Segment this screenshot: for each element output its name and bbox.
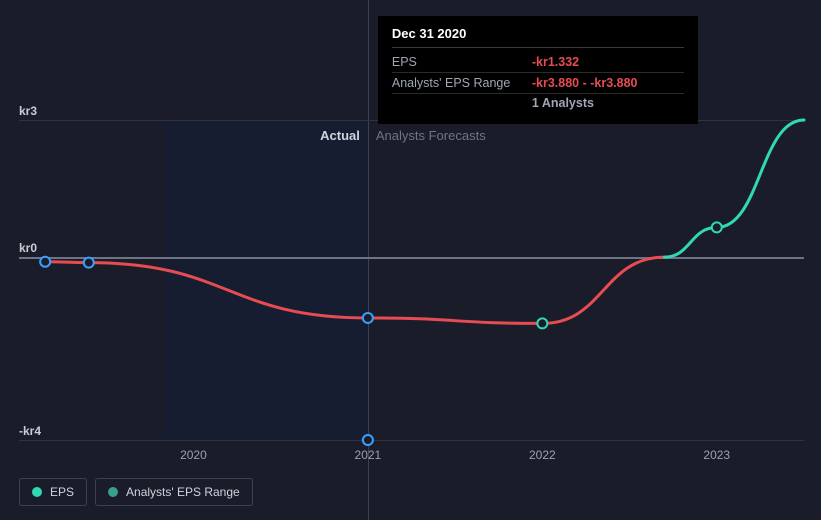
tooltip-val-range: -kr3.880 - -kr3.880 — [532, 76, 638, 90]
legend-item-eps[interactable]: EPS — [19, 478, 87, 506]
legend-label-eps: EPS — [50, 485, 74, 499]
legend-label-range: Analysts' EPS Range — [126, 485, 240, 499]
x-axis-label: 2023 — [703, 440, 730, 462]
eps-chart: kr3kr0-kr4 Actual Analysts Forecasts 202… — [0, 0, 821, 520]
legend-swatch-range — [108, 487, 118, 497]
x-axis-label: 2022 — [529, 440, 556, 462]
tooltip: Dec 31 2020 EPS -kr1.332 Analysts' EPS R… — [378, 16, 698, 124]
tooltip-date: Dec 31 2020 — [392, 26, 684, 48]
tooltip-val-eps: -kr1.332 — [532, 55, 579, 69]
tooltip-analyst-count: 1 Analysts — [392, 94, 684, 110]
tooltip-key-range: Analysts' EPS Range — [392, 76, 532, 90]
legend-swatch-eps — [32, 487, 42, 497]
legend: EPS Analysts' EPS Range — [19, 478, 253, 506]
plot-area: kr3kr0-kr4 Actual Analysts Forecasts 202… — [19, 120, 804, 440]
x-axis-label: 2020 — [180, 440, 207, 462]
x-axis-label: 2021 — [355, 440, 382, 462]
series-svg — [19, 120, 804, 440]
y-axis-label: kr3 — [19, 104, 37, 120]
legend-item-range[interactable]: Analysts' EPS Range — [95, 478, 253, 506]
tooltip-key-eps: EPS — [392, 55, 532, 69]
gridline — [19, 440, 804, 441]
